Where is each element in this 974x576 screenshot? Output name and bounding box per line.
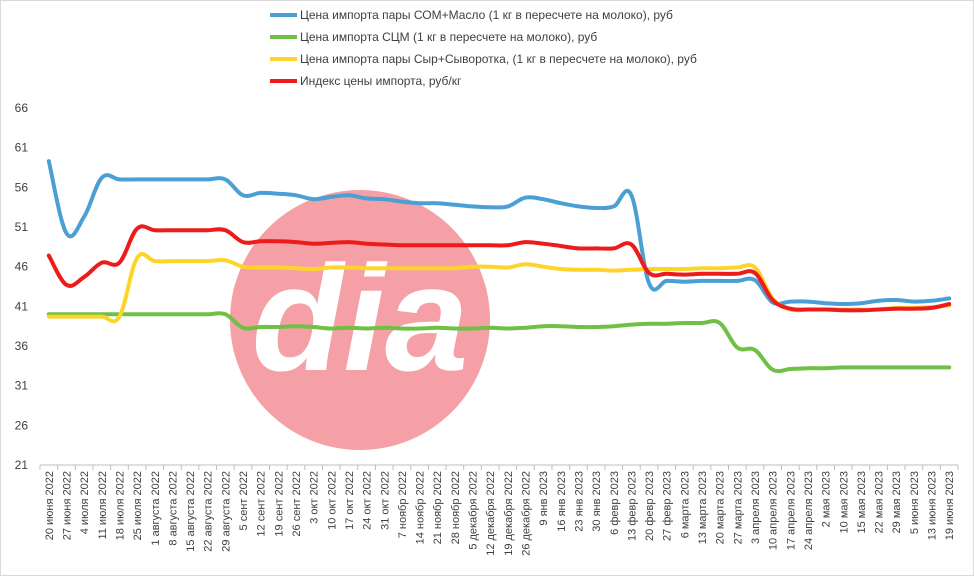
legend-label-import-index: Индекс цены импорта, руб/кг (300, 74, 462, 88)
x-tick-label: 26 декабря 2022 (520, 471, 532, 556)
x-tick-label: 7 ноябр 2022 (397, 471, 409, 538)
x-tick-label: 10 окт 2022 (326, 471, 338, 530)
x-tick-label: 10 апреля 2023 (768, 471, 780, 550)
series-line-wmp (46, 311, 952, 374)
x-tick-label: 29 мая 2023 (891, 471, 903, 533)
y-tick-label: 31 (15, 379, 29, 393)
y-tick-label: 46 (15, 260, 29, 274)
x-tick-label: 12 декабря 2022 (485, 471, 497, 556)
x-axis: 20 июня 2022 27 июня 2022 4 июля 2022 11 ию… (39, 464, 959, 556)
x-tick-label: 20 февр 2023 (644, 471, 656, 541)
x-tick-label: 11 июля 2022 (97, 471, 109, 540)
x-tick-label: 2 мая 2023 (821, 471, 833, 527)
x-tick-label: 19 декабря 2022 (503, 471, 515, 556)
x-tick-label: 15 августа 2022 (185, 471, 197, 552)
series-line-import-index (46, 224, 952, 313)
x-tick-label: 30 янв 2023 (591, 471, 603, 532)
x-tick-label: 9 янв 2023 (538, 471, 550, 526)
legend-label-skm-butter: Цена импорта пары СОМ+Масло (1 кг в пере… (300, 8, 673, 22)
x-tick-label: 22 мая 2023 (874, 471, 886, 533)
y-tick-label: 36 (15, 339, 29, 353)
x-tick-label: 10 мая 2023 (838, 471, 850, 533)
x-tick-label: 13 марта 2023 (697, 471, 709, 544)
legend-label-cheese-whey: Цена импорта пары Сыр+Сыворотка, (1 кг в… (300, 52, 697, 66)
x-tick-label: 13 февр 2023 (626, 471, 638, 541)
x-tick-label: 29 августа 2022 (220, 471, 232, 552)
x-tick-label: 20 марта 2023 (715, 471, 727, 544)
x-tick-label: 21 ноябр 2022 (432, 471, 444, 544)
x-tick-label: 27 июня 2022 (61, 471, 73, 540)
y-tick-label: 26 (15, 418, 29, 432)
x-tick-label: 6 февр 2023 (609, 471, 621, 535)
y-tick-label: 21 (15, 458, 29, 472)
x-tick-label: 26 сент 2022 (291, 471, 303, 537)
x-tick-label: 13 июня 2023 (927, 471, 939, 540)
x-tick-label: 19 июня 2023 (944, 471, 956, 540)
x-tick-label: 17 апреля 2023 (785, 471, 797, 550)
x-tick-label: 5 декабря 2022 (468, 471, 480, 550)
x-tick-label: 25 июля 2022 (132, 471, 144, 540)
x-tick-label: 31 окт 2022 (379, 471, 391, 530)
x-tick-label: 22 августа 2022 (203, 471, 215, 552)
x-tick-label: 19 сент 2022 (273, 471, 285, 537)
x-tick-label: 28 ноябр 2022 (450, 471, 462, 544)
x-tick-label: 24 апреля 2023 (803, 471, 815, 550)
x-tick-label: 12 сент 2022 (256, 471, 268, 537)
x-tick-label: 16 янв 2023 (556, 471, 568, 532)
x-tick-label: 27 февр 2023 (662, 471, 674, 541)
x-tick-label: 3 апреля 2023 (750, 471, 762, 544)
watermark-circle (230, 190, 490, 450)
dia-watermark-logo: dia (230, 190, 490, 450)
y-tick-label: 56 (15, 180, 29, 194)
y-axis: 21 26 31 36 41 46 51 56 61 66 (15, 101, 29, 472)
legend: Цена импорта пары СОМ+Масло (1 кг в пере… (270, 8, 697, 88)
x-tick-label: 18 июля 2022 (114, 471, 126, 540)
y-tick-label: 51 (15, 220, 29, 234)
x-tick-label: 20 июня 2022 (44, 471, 56, 540)
y-tick-label: 61 (15, 141, 29, 155)
legend-label-wmp: Цена импорта СЦМ (1 кг в пересчете на мо… (300, 30, 597, 44)
series-line-skm-butter (46, 159, 952, 306)
x-tick-label: 3 окт 2022 (309, 471, 321, 524)
x-tick-label: 5 сент 2022 (238, 471, 250, 530)
x-tick-label: 6 марта 2023 (679, 471, 691, 538)
x-tick-label: 15 мая 2023 (856, 471, 868, 533)
y-tick-label: 66 (15, 101, 29, 115)
x-tick-label: 14 ноябр 2022 (415, 471, 427, 544)
x-tick-label: 23 янв 2023 (573, 471, 585, 532)
series-lines (46, 159, 952, 374)
x-tick-label: 17 окт 2022 (344, 471, 356, 530)
x-tick-label: 27 марта 2023 (732, 471, 744, 544)
y-tick-label: 41 (15, 299, 29, 313)
watermark-logo-text: dia (252, 234, 469, 402)
x-tick-label: 1 августа 2022 (150, 471, 162, 546)
x-tick-label: 8 августа 2022 (167, 471, 179, 546)
x-tick-label: 4 июля 2022 (79, 471, 91, 534)
x-tick-label: 5 июня 2023 (909, 471, 921, 534)
x-tick-label: 24 окт 2022 (362, 471, 374, 530)
